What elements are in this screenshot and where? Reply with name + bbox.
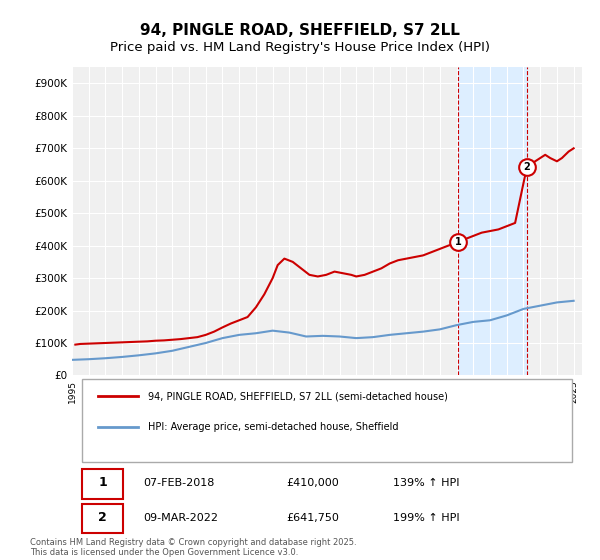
Text: Contains HM Land Registry data © Crown copyright and database right 2025.
This d: Contains HM Land Registry data © Crown c… — [30, 538, 356, 557]
Text: Price paid vs. HM Land Registry's House Price Index (HPI): Price paid vs. HM Land Registry's House … — [110, 41, 490, 54]
Text: 94, PINGLE ROAD, SHEFFIELD, S7 2LL (semi-detached house): 94, PINGLE ROAD, SHEFFIELD, S7 2LL (semi… — [149, 391, 448, 401]
FancyBboxPatch shape — [82, 504, 123, 533]
Text: 199% ↑ HPI: 199% ↑ HPI — [394, 512, 460, 522]
Text: 07-FEB-2018: 07-FEB-2018 — [143, 478, 215, 488]
Text: 2: 2 — [98, 511, 107, 524]
FancyBboxPatch shape — [82, 469, 123, 498]
Text: HPI: Average price, semi-detached house, Sheffield: HPI: Average price, semi-detached house,… — [149, 422, 399, 432]
Text: £410,000: £410,000 — [286, 478, 339, 488]
Text: 139% ↑ HPI: 139% ↑ HPI — [394, 478, 460, 488]
Bar — [458, 67, 527, 375]
Text: 2: 2 — [523, 162, 530, 172]
Text: £641,750: £641,750 — [286, 512, 339, 522]
Text: 94, PINGLE ROAD, SHEFFIELD, S7 2LL: 94, PINGLE ROAD, SHEFFIELD, S7 2LL — [140, 24, 460, 38]
FancyBboxPatch shape — [82, 379, 572, 462]
Text: 1: 1 — [455, 237, 461, 248]
Text: 1: 1 — [98, 477, 107, 489]
Text: 09-MAR-2022: 09-MAR-2022 — [143, 512, 218, 522]
